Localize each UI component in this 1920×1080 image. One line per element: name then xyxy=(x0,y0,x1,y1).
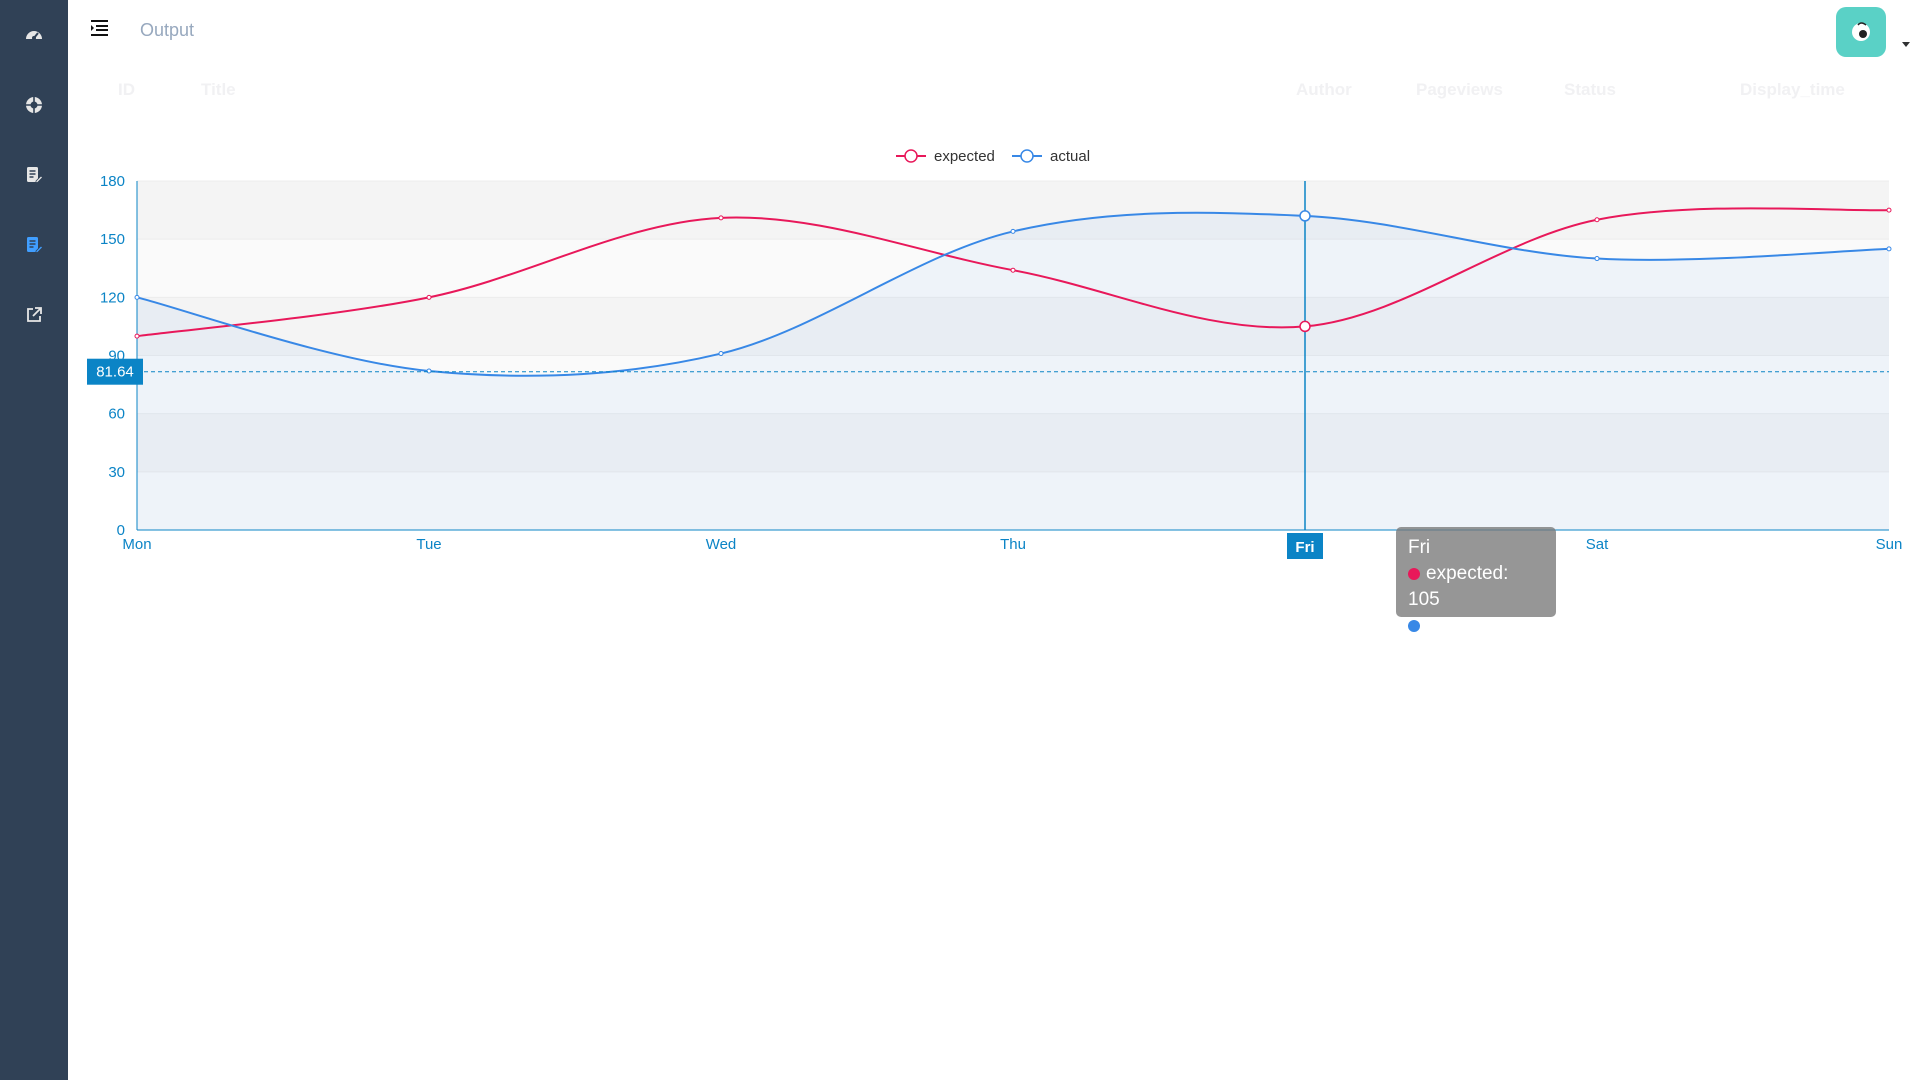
y-tick-label: 120 xyxy=(100,289,125,306)
data-point-actual xyxy=(134,294,140,300)
sidebar-item-external-link[interactable] xyxy=(0,280,68,350)
crosshair-x-label: Fri xyxy=(1295,539,1314,556)
x-tick-label: Thu xyxy=(1000,536,1026,553)
x-tick-label: Sat xyxy=(1586,536,1609,553)
legend-label-actual: actual xyxy=(1050,148,1090,165)
ghost-header-display-time: Display_time xyxy=(1740,80,1845,99)
navbar: Output xyxy=(68,0,1920,62)
crosshair-y-label: 81.64 xyxy=(96,364,134,381)
document-edit-icon xyxy=(27,167,44,183)
y-tick-label: 180 xyxy=(100,173,125,190)
ghost-header-id: ID xyxy=(118,80,135,99)
sidebar-item-documents[interactable] xyxy=(0,140,68,210)
data-point-expected xyxy=(1886,207,1892,213)
chart-tooltip: Fri expected: 105 actual: 162 xyxy=(1396,527,1556,636)
sidebar-item-components[interactable] xyxy=(0,70,68,140)
grid-band xyxy=(137,471,1889,530)
ghost-header-title: Title xyxy=(201,80,236,99)
expected-dot-icon xyxy=(1408,568,1420,580)
x-tick-label: Mon xyxy=(122,536,151,553)
x-tick-label: Sun xyxy=(1876,536,1903,553)
line-chart[interactable]: 0 30 60 90 120 150 180 Mon Tue Wed Thu Sat Sun 81.64 F… xyxy=(68,130,1920,636)
chevron-down-icon[interactable] xyxy=(1902,42,1910,47)
grid-band xyxy=(137,355,1889,414)
highlight-point-expected xyxy=(1299,320,1311,333)
y-tick-label: 150 xyxy=(100,231,125,248)
data-point-expected xyxy=(718,215,724,221)
menu-fold-icon xyxy=(91,20,108,36)
ghost-header-pageviews: Pageviews xyxy=(1416,80,1503,99)
lifebuoy-icon xyxy=(26,97,42,113)
legend-marker-actual xyxy=(1020,149,1034,163)
x-tick-label: Tue xyxy=(416,536,441,553)
y-tick-label: 60 xyxy=(108,406,125,423)
tooltip-actual-text: actual: 162 xyxy=(1426,615,1519,636)
data-point-actual xyxy=(718,351,724,357)
grid-band xyxy=(137,297,1889,356)
external-link-icon xyxy=(27,307,42,322)
avatar-image-icon xyxy=(1852,22,1870,41)
highlight-point-actual xyxy=(1299,210,1311,222)
legend-marker-expected xyxy=(904,149,918,163)
grid-band xyxy=(137,413,1889,472)
y-tick-label: 30 xyxy=(108,464,125,481)
data-point-actual xyxy=(1594,256,1600,262)
sidebar-item-documents-active[interactable] xyxy=(0,210,68,280)
actual-dot-icon xyxy=(1408,620,1420,632)
data-point-expected xyxy=(134,333,140,339)
document-edit-icon xyxy=(27,237,44,253)
crosshair-y-label-box xyxy=(87,358,143,385)
data-point-expected xyxy=(426,294,432,300)
y-tick-label: 0 xyxy=(117,522,125,539)
tooltip-title: Fri xyxy=(1408,537,1431,558)
x-tick-label: Wed xyxy=(706,536,737,553)
crosshair-x-label-box xyxy=(1287,533,1323,559)
data-point-expected xyxy=(1010,267,1016,273)
dashboard-icon xyxy=(26,31,42,40)
avatar[interactable] xyxy=(1836,7,1886,57)
sidebar xyxy=(0,0,68,1080)
data-point-actual xyxy=(426,368,432,374)
breadcrumb-current: Output xyxy=(140,20,195,40)
hamburger-toggle[interactable] xyxy=(88,17,110,39)
ghost-table-header: ID Title Author Pageviews Status Display… xyxy=(68,80,1920,104)
legend-label-expected: expected xyxy=(934,148,995,165)
data-point-actual xyxy=(1886,246,1892,252)
tooltip-expected-text: expected: 105 xyxy=(1408,563,1509,610)
sidebar-item-dashboard[interactable] xyxy=(0,0,68,70)
data-point-actual xyxy=(1010,228,1016,234)
ghost-header-author: Author xyxy=(1296,80,1352,99)
ghost-header-status: Status xyxy=(1564,80,1616,99)
tooltip-line-expected: expected: 105 xyxy=(1408,561,1544,613)
data-point-expected xyxy=(1594,217,1600,223)
tooltip-line-actual: actual: 162 xyxy=(1408,613,1544,639)
